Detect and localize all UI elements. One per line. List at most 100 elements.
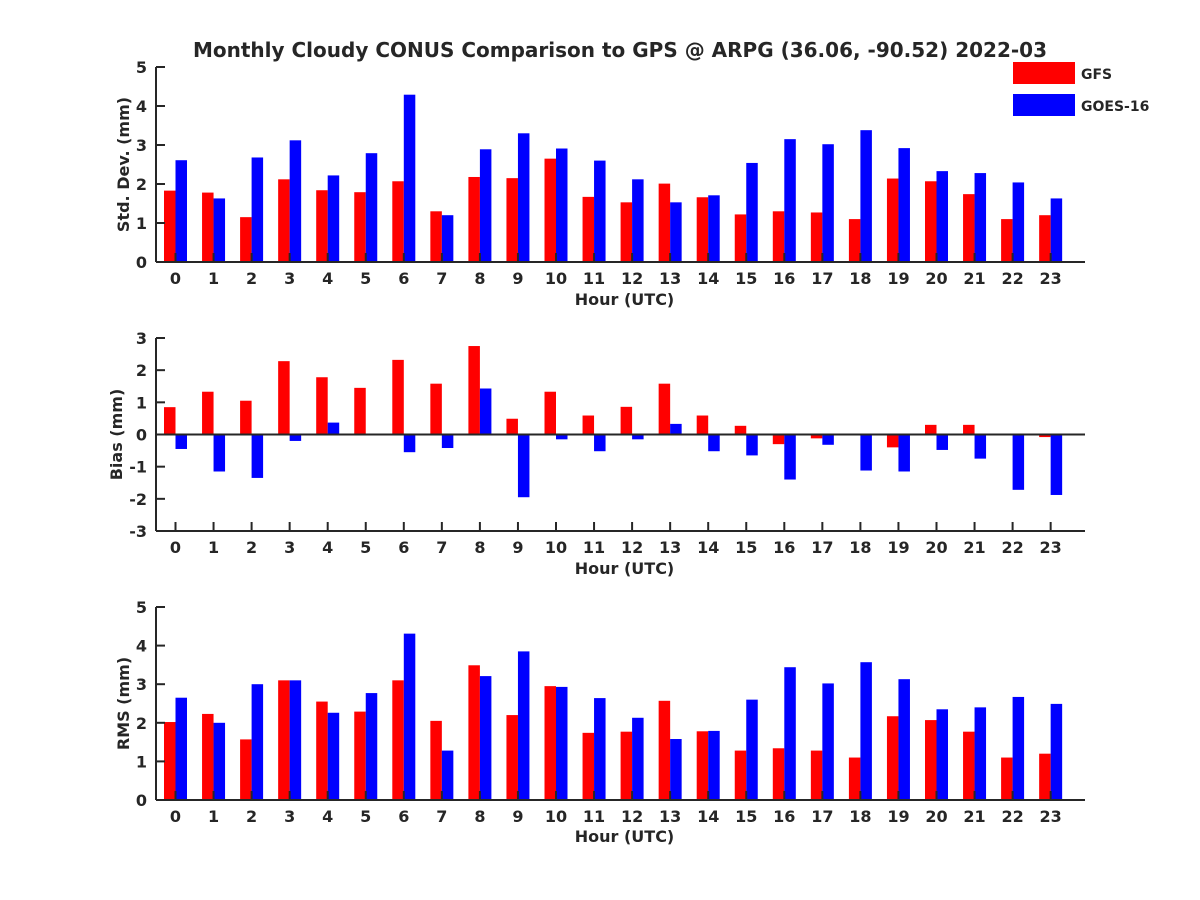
bar-rms-goes16-20 [936, 709, 948, 800]
bar-rms-gfs-2 [240, 739, 252, 800]
x-tick-label: 21 [963, 538, 985, 557]
bar-rms-gfs-13 [658, 700, 671, 800]
bar-rms-goes16-10 [556, 686, 568, 800]
x-tick-label: 22 [1001, 269, 1023, 288]
bar-rms-goes16-12 [632, 717, 644, 800]
bar-std-dev-goes16-0 [175, 160, 187, 262]
x-tick-label: 4 [322, 538, 333, 557]
bar-std-dev-gfs-15 [734, 214, 747, 262]
bar-rms-gfs-11 [582, 732, 595, 800]
bar-rms-gfs-16 [772, 748, 785, 800]
bar-bias-gfs-14 [696, 415, 709, 435]
bar-std-dev-goes16-2 [251, 157, 264, 262]
y-axis-label: RMS (mm) [114, 657, 133, 750]
y-tick-label: 0 [136, 791, 147, 810]
bar-rms-gfs-8 [468, 665, 480, 800]
x-tick-label: 6 [398, 807, 409, 826]
x-tick-label: 19 [887, 538, 909, 557]
x-tick-label: 8 [474, 807, 485, 826]
y-tick-label: 2 [136, 361, 147, 380]
bar-bias-gfs-5 [354, 387, 366, 435]
bar-bias-gfs-8 [468, 346, 480, 435]
x-tick-label: 17 [811, 269, 833, 288]
bar-rms-gfs-22 [1001, 757, 1013, 800]
bar-std-dev-goes16-8 [479, 149, 492, 262]
bar-std-dev-goes16-18 [860, 130, 872, 262]
bar-std-dev-gfs-2 [240, 217, 252, 262]
bar-rms-goes16-16 [784, 667, 796, 800]
chart-title: Monthly Cloudy CONUS Comparison to GPS @… [193, 38, 1047, 62]
y-tick-label: 3 [136, 136, 147, 155]
y-tick-label: 1 [136, 752, 147, 771]
x-tick-label: 23 [1040, 269, 1062, 288]
x-tick-label: 9 [512, 269, 523, 288]
bar-std-dev-goes16-23 [1050, 198, 1063, 262]
bar-bias-goes16-17 [822, 434, 834, 445]
bar-std-dev-gfs-21 [963, 194, 975, 262]
bar-std-dev-goes16-7 [441, 215, 454, 262]
y-tick-label: 2 [136, 714, 147, 733]
bar-bias-gfs-11 [582, 415, 595, 435]
x-tick-label: 22 [1001, 807, 1023, 826]
bar-bias-goes16-7 [441, 434, 454, 449]
x-tick-label: 11 [583, 538, 605, 557]
bar-bias-goes16-21 [974, 434, 987, 459]
x-tick-label: 0 [170, 538, 181, 557]
bar-rms-goes16-2 [251, 684, 264, 800]
y-tick-label: 1 [136, 393, 147, 412]
bar-bias-gfs-17 [810, 434, 823, 439]
x-tick-label: 23 [1040, 538, 1062, 557]
bar-bias-goes16-23 [1050, 434, 1063, 495]
x-tick-label: 13 [659, 269, 681, 288]
bar-std-dev-goes16-20 [936, 171, 948, 262]
bar-std-dev-gfs-9 [506, 178, 518, 262]
bar-rms-goes16-4 [327, 712, 340, 800]
bar-std-dev-goes16-21 [974, 173, 987, 262]
bar-rms-gfs-21 [963, 731, 975, 800]
bar-std-dev-goes16-15 [746, 162, 758, 262]
x-tick-label: 0 [170, 807, 181, 826]
bar-std-dev-goes16-12 [632, 179, 644, 262]
bar-std-dev-gfs-8 [468, 176, 480, 262]
bar-rms-goes16-11 [594, 698, 606, 800]
x-tick-label: 21 [963, 807, 985, 826]
bar-bias-gfs-20 [925, 424, 937, 435]
bar-bias-gfs-3 [278, 361, 290, 435]
y-tick-label: 4 [136, 97, 147, 116]
bar-bias-goes16-0 [175, 434, 187, 449]
bar-bias-goes16-8 [479, 388, 492, 435]
bar-rms-goes16-14 [708, 730, 720, 800]
x-tick-label: 2 [246, 807, 257, 826]
x-tick-label: 14 [697, 538, 719, 557]
bar-std-dev-goes16-22 [1012, 182, 1025, 262]
x-tick-label: 20 [925, 807, 947, 826]
bar-rms-gfs-14 [696, 731, 709, 800]
bar-rms-goes16-19 [898, 679, 910, 800]
x-tick-label: 11 [583, 269, 605, 288]
x-tick-label: 16 [773, 807, 795, 826]
x-tick-label: 4 [322, 807, 333, 826]
bar-bias-goes16-2 [251, 434, 264, 478]
bar-bias-gfs-12 [620, 406, 633, 435]
x-tick-label: 14 [697, 807, 719, 826]
x-tick-label: 5 [360, 807, 371, 826]
bar-std-dev-gfs-7 [430, 211, 442, 262]
x-tick-label: 9 [512, 538, 523, 557]
legend: GFS GOES-16 [1013, 62, 1149, 116]
bar-rms-goes16-15 [746, 699, 758, 800]
x-tick-label: 2 [246, 538, 257, 557]
y-tick-label: 0 [136, 253, 147, 272]
x-tick-label: 0 [170, 269, 181, 288]
x-tick-label: 7 [436, 807, 447, 826]
x-axis-label: Hour (UTC) [575, 290, 675, 309]
bar-std-dev-goes16-16 [784, 139, 796, 262]
bar-bias-gfs-9 [506, 418, 518, 435]
y-tick-label: 5 [136, 58, 147, 77]
x-tick-label: 18 [849, 807, 871, 826]
bar-bias-gfs-16 [772, 434, 785, 445]
bar-std-dev-gfs-14 [696, 197, 709, 262]
bar-bias-gfs-23 [1039, 434, 1051, 438]
x-axis-label: Hour (UTC) [575, 827, 675, 846]
bar-rms-gfs-1 [202, 713, 214, 800]
